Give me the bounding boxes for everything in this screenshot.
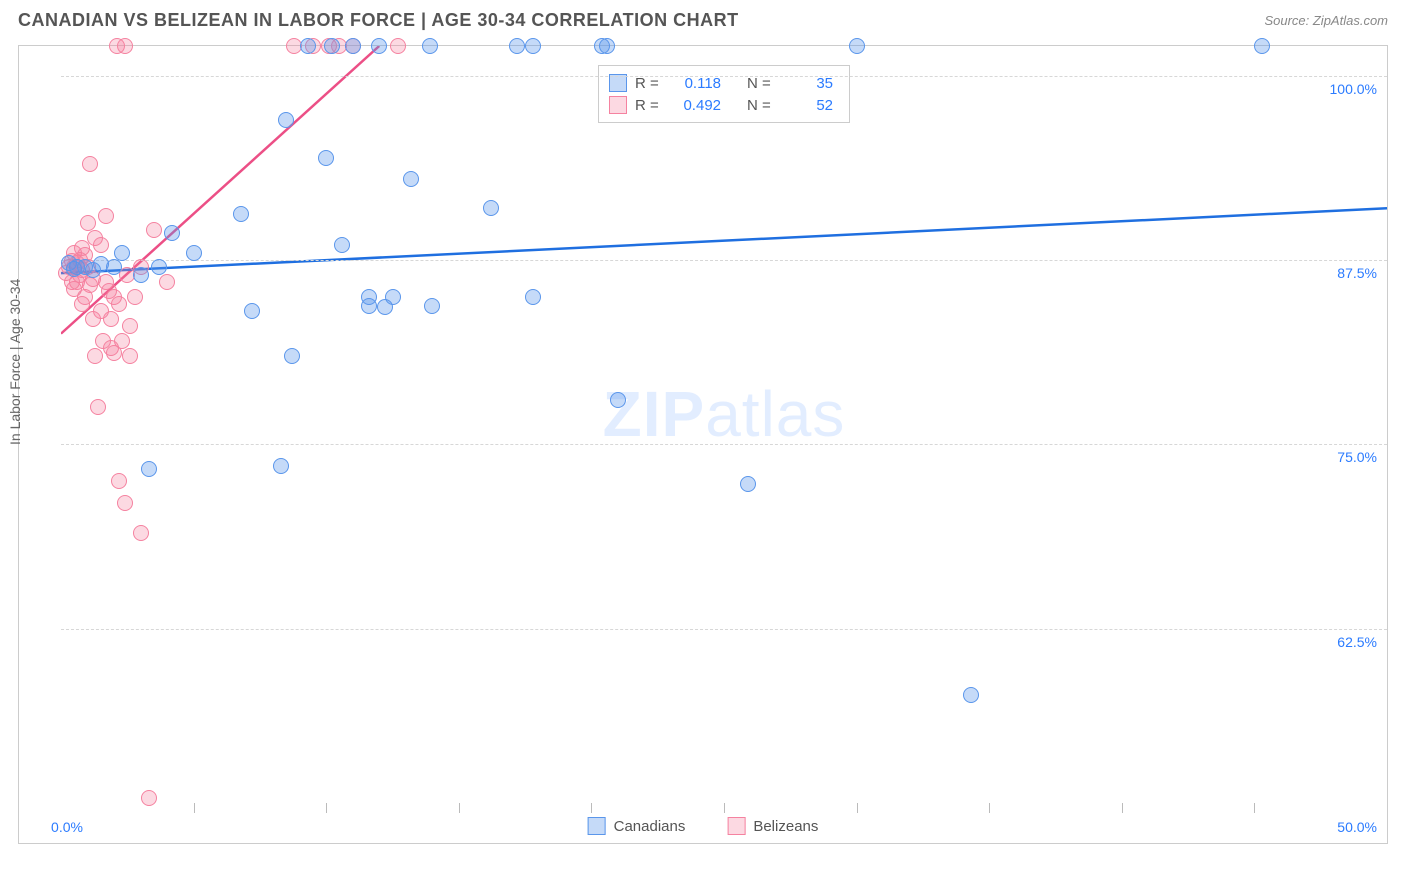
belizean-point [117,495,133,511]
legend-item-belizeans: Belizeans [727,817,818,835]
belizean-point [90,399,106,415]
n-label: N = [747,97,777,114]
belizean-point [114,333,130,349]
canadian-point [1254,38,1270,54]
canadian-point [141,461,157,477]
legend-item-canadians: Canadians [588,817,686,835]
belizean-point [127,289,143,305]
canadian-point [334,237,350,253]
canadian-point [740,476,756,492]
canadian-point [371,38,387,54]
belizean-point [93,237,109,253]
y-tick-label: 87.5% [1337,265,1377,281]
canadian-point [114,245,130,261]
canadian-point [345,38,361,54]
stats-row-belizeans: R = 0.492 N = 52 [609,94,833,116]
canadian-point [509,38,525,54]
belizean-point [98,208,114,224]
n-value-belizeans: 52 [785,97,833,114]
stats-swatch-pink [609,96,627,114]
gridline-h: 87.5% [61,260,1387,261]
watermark: ZIPatlas [603,377,846,451]
belizean-point [122,348,138,364]
x-axis-min-label: 0.0% [51,819,83,835]
x-tick [857,803,858,813]
x-tick [989,803,990,813]
canadian-point [483,200,499,216]
legend-swatch-blue [588,817,606,835]
canadian-point [599,38,615,54]
x-tick [326,803,327,813]
chart-container: In Labor Force | Age 30-34 ZIPatlas R = … [18,45,1388,844]
belizean-point [111,296,127,312]
canadian-point [106,259,122,275]
legend-label-canadians: Canadians [614,818,686,835]
trend-line [61,208,1387,273]
chart-title: CANADIAN VS BELIZEAN IN LABOR FORCE | AG… [18,10,739,31]
belizean-point [117,38,133,54]
x-tick [591,803,592,813]
gridline-h: 62.5% [61,629,1387,630]
canadian-point [186,245,202,261]
canadian-point [385,289,401,305]
belizean-point [159,274,175,290]
x-tick [459,803,460,813]
stats-swatch-blue [609,74,627,92]
x-tick [724,803,725,813]
legend: Canadians Belizeans [588,817,819,835]
r-label: R = [635,97,665,114]
canadian-point [525,289,541,305]
canadian-point [324,38,340,54]
source-attribution: Source: ZipAtlas.com [1264,13,1388,28]
r-label: R = [635,75,665,92]
x-tick [194,803,195,813]
canadian-point [273,458,289,474]
legend-swatch-pink [727,817,745,835]
r-value-canadians: 0.118 [673,75,721,92]
r-value-belizeans: 0.492 [673,97,721,114]
canadian-point [164,225,180,241]
belizean-point [133,525,149,541]
belizean-point [390,38,406,54]
canadian-point [963,687,979,703]
belizean-point [103,311,119,327]
canadian-point [849,38,865,54]
gridline-h: 75.0% [61,444,1387,445]
canadian-point [422,38,438,54]
canadian-point [424,298,440,314]
canadian-point [300,38,316,54]
canadian-point [361,289,377,305]
belizean-point [87,348,103,364]
y-tick-label: 100.0% [1330,81,1377,97]
x-tick [1254,803,1255,813]
gridline-h: 100.0% [61,76,1387,77]
canadian-point [318,150,334,166]
belizean-point [141,790,157,806]
trend-lines [61,46,1387,813]
y-axis-label: In Labor Force | Age 30-34 [7,278,23,444]
y-tick-label: 62.5% [1337,634,1377,650]
canadian-point [244,303,260,319]
belizean-point [82,156,98,172]
n-value-canadians: 35 [785,75,833,92]
legend-label-belizeans: Belizeans [753,818,818,835]
canadian-point [284,348,300,364]
belizean-point [122,318,138,334]
canadian-point [151,259,167,275]
plot-area: ZIPatlas R = 0.118 N = 35 R = 0.492 N = … [61,46,1387,813]
x-tick [1122,803,1123,813]
stats-box: R = 0.118 N = 35 R = 0.492 N = 52 [598,65,850,123]
n-label: N = [747,75,777,92]
belizean-point [111,473,127,489]
canadian-point [278,112,294,128]
canadian-point [610,392,626,408]
y-tick-label: 75.0% [1337,449,1377,465]
belizean-point [80,215,96,231]
canadian-point [403,171,419,187]
canadian-point [133,267,149,283]
x-axis-max-label: 50.0% [1337,819,1377,835]
belizean-point [146,222,162,238]
canadian-point [233,206,249,222]
canadian-point [525,38,541,54]
